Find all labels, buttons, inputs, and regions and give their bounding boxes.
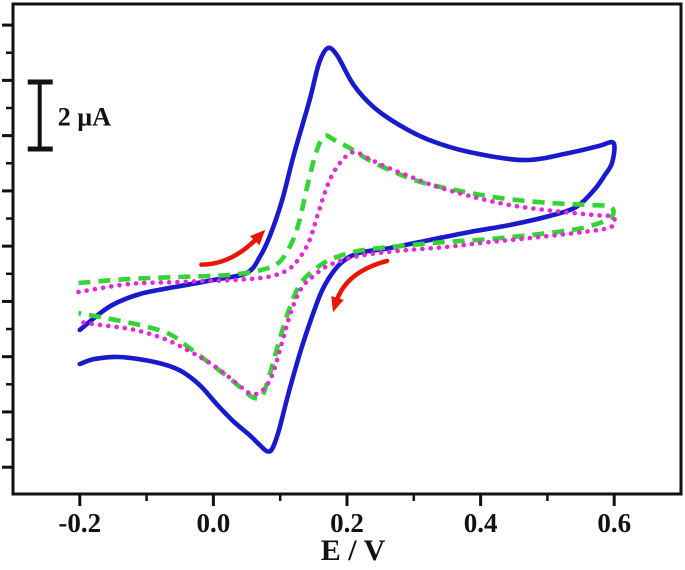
x-axis-tick-label: 0.4 xyxy=(464,508,498,538)
cv-curve-solid-0 xyxy=(77,45,617,454)
reverse-scan-arrow xyxy=(334,258,390,305)
x-axis-tick-label: -0.2 xyxy=(58,508,101,538)
cv-curve-dotted-2 xyxy=(76,149,618,397)
forward-scan-arrow-head xyxy=(250,229,266,246)
reverse-scan-arrow-head xyxy=(331,296,344,313)
x-axis-title: E / V xyxy=(321,534,386,567)
x-axis-tick-label: 0.6 xyxy=(597,508,631,538)
cv-curve-dashed-1 xyxy=(78,133,616,401)
forward-scan-arrow xyxy=(199,235,260,267)
x-axis-tick-label: 0.0 xyxy=(197,508,231,538)
x-axis-tick-label: 0.2 xyxy=(330,508,364,538)
scale-bar-label: 2 µA xyxy=(58,103,111,132)
